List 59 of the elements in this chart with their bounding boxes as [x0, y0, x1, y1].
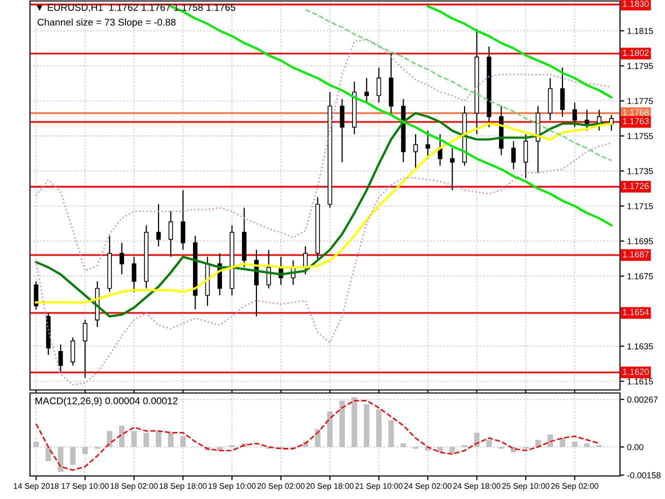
candlestick: [168, 210, 174, 258]
candlestick: [560, 67, 565, 118]
ref-line-label: 1.1620: [623, 368, 649, 375]
candlestick: [82, 319, 88, 378]
candlestick: [58, 344, 63, 374]
y-tick-label: 1.1775: [628, 98, 653, 104]
candlestick: [584, 109, 590, 132]
x-tick-label: 24 Sep 02:00: [404, 483, 452, 490]
candlestick: [413, 134, 418, 170]
ref-line-label: 1.1830: [623, 0, 649, 7]
y-tick-label: 1.1635: [628, 343, 653, 350]
y-tick-label: 0.00267: [627, 396, 658, 403]
y-tick-label: 1.1675: [628, 273, 653, 280]
x-tick-label: 25 Sep 10:00: [502, 483, 550, 490]
x-tick-label: 26 Sep 02:00: [551, 483, 598, 490]
x-tick-label: 18 Sep 02:00: [110, 483, 158, 490]
x-tick-label: 20 Sep 02:00: [257, 483, 305, 490]
y-tick-label: 1.1735: [628, 168, 653, 174]
candlestick: [426, 130, 430, 160]
y-tick-label: 1.1815: [628, 28, 653, 34]
candlestick: [511, 140, 516, 170]
ref-line-label: 1.1768: [623, 109, 649, 116]
ref-line-label: 1.1687: [623, 251, 649, 258]
x-tick-label: 21 Sep 10:00: [355, 483, 403, 490]
y-tick-label: 1.1715: [628, 203, 653, 210]
ref-line-label: 1.1763: [623, 118, 649, 124]
x-tick-label: 17 Sep 10:00: [62, 483, 109, 490]
candlestick: [364, 78, 369, 104]
candlestick: [156, 204, 161, 247]
candlestick: [572, 102, 577, 128]
ref-line-label: 1.1802: [623, 50, 649, 56]
candlestick: [450, 148, 455, 191]
line-series: [426, 5, 613, 98]
x-tick-label: 19 Sep 10:00: [208, 483, 256, 490]
line-series: [35, 142, 612, 386]
y-tick-label: 0.00: [627, 444, 644, 450]
candlestick: [34, 280, 38, 310]
x-tick-label: 14 Sep 2018: [14, 483, 59, 490]
candlestick: [376, 67, 382, 104]
chart-title: ▼ EURUSD,H1 1.1762 1.1767 1.1758 1.1765: [36, 4, 236, 12]
candlestick: [180, 190, 186, 250]
y-tick-label: 1.1695: [628, 238, 653, 244]
x-tick-label: 24 Sep 18:00: [453, 483, 500, 490]
y-tick-label: 1.1615: [628, 378, 653, 384]
y-tick-label: -0.00158: [627, 472, 661, 478]
candlestick: [523, 134, 528, 179]
ref-line-label: 1.1726: [623, 182, 649, 190]
annotation: Channel size = 73 Slope = -0.88: [38, 18, 176, 28]
candlestick: [132, 256, 136, 292]
line-series: [304, 9, 612, 162]
x-tick-label: 18 Sep 18:00: [160, 483, 207, 490]
candlestick: [70, 336, 76, 366]
chart-title: MACD(12,26,9) 0.00004 0.00012: [36, 397, 178, 406]
x-tick-label: 20 Sep 18:00: [306, 483, 354, 490]
y-tick-label: 1.1795: [628, 62, 653, 70]
candlestick: [120, 242, 124, 275]
y-tick-label: 1.1755: [628, 133, 653, 140]
candlestick: [340, 98, 344, 163]
ref-line-label: 1.1654: [623, 309, 649, 316]
